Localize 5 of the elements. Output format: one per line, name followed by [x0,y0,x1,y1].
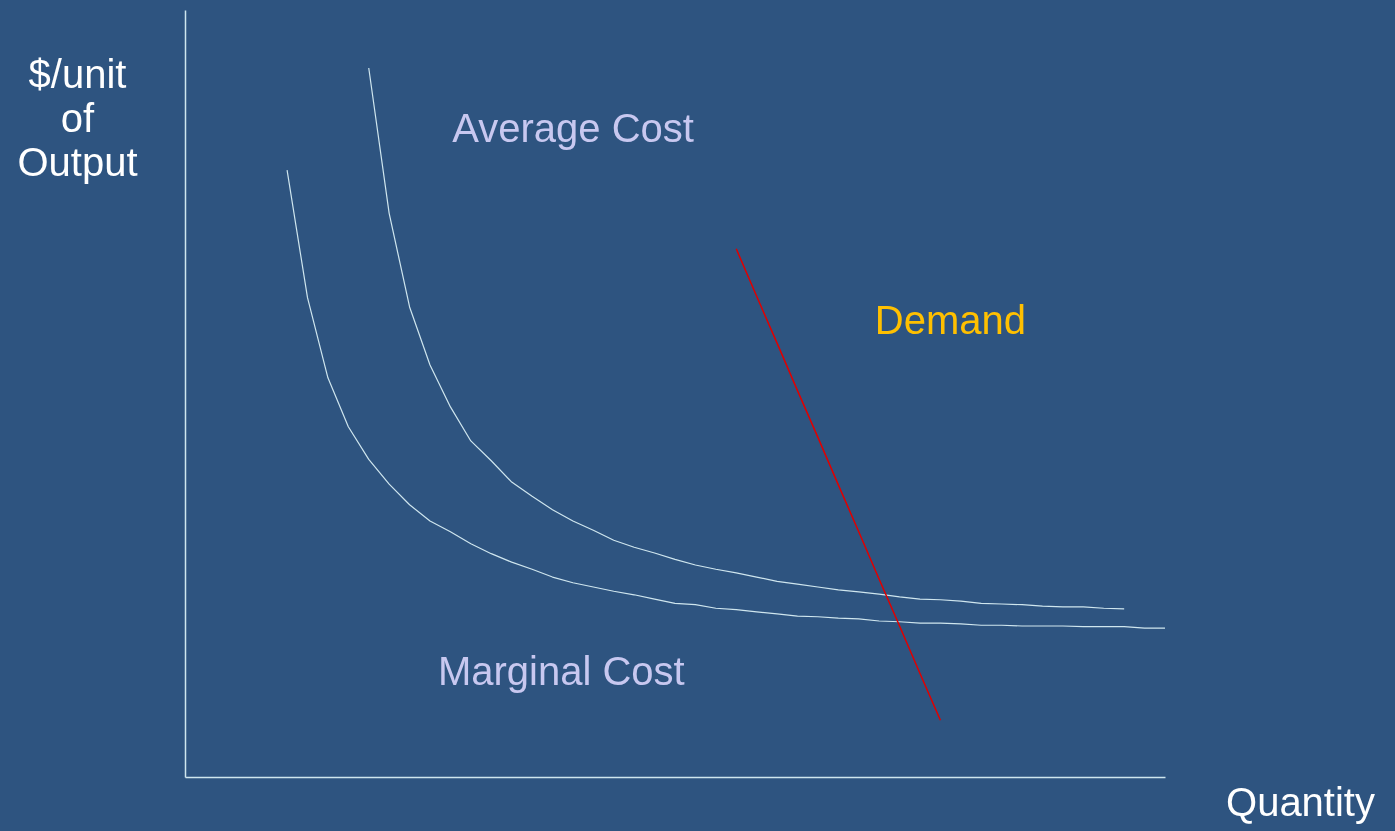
y-axis-title: $/unit of Output [17,51,138,184]
series-label: Marginal Cost [437,648,685,693]
series-label: Average Cost [452,106,694,151]
text: Demand [874,297,1026,342]
x-axis-title: Quantity [1226,779,1375,824]
